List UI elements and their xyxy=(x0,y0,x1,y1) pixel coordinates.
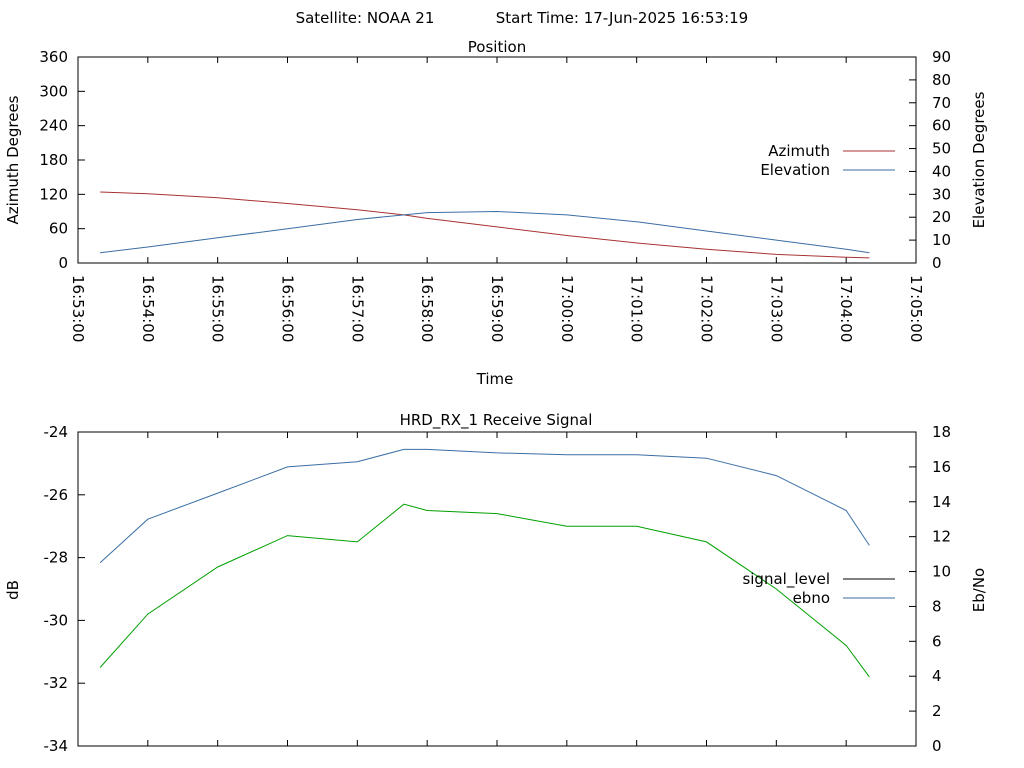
y-tick-label: 360 xyxy=(39,48,68,66)
y2-tick-label: 0 xyxy=(932,254,942,272)
x-tick-label: 17:05:00 xyxy=(907,275,925,342)
y-tick-label: -32 xyxy=(44,674,69,692)
y2-tick-label: 50 xyxy=(932,140,951,158)
y-tick-label: -30 xyxy=(44,611,69,629)
x-tick-label: 16:55:00 xyxy=(209,275,227,342)
legend-label-signal_level: signal_level xyxy=(742,570,830,589)
y-tick-label: -28 xyxy=(44,549,69,567)
y-tick-label: -24 xyxy=(44,423,69,441)
x-tick-label: 17:02:00 xyxy=(698,275,716,342)
series-line-Elevation xyxy=(100,210,870,254)
y2-tick-label: 40 xyxy=(932,162,951,180)
position-y2-axis-label: Elevation Degrees xyxy=(970,91,988,228)
y2-tick-label: 90 xyxy=(932,48,951,66)
y-tick-label: 60 xyxy=(49,220,68,238)
y2-tick-label: 30 xyxy=(932,185,951,203)
x-tick-label: 17:03:00 xyxy=(767,275,785,342)
position-chart: Position Azimuth Degrees Elevation Degre… xyxy=(4,38,988,388)
y-tick-label: -26 xyxy=(44,486,69,504)
x-tick-label: 17:00:00 xyxy=(558,275,576,342)
x-tick-label: 16:57:00 xyxy=(348,275,366,342)
x-tick-label: 16:59:00 xyxy=(488,275,506,342)
y2-tick-label: 16 xyxy=(932,458,951,476)
satellite-label: Satellite: NOAA 21 xyxy=(296,9,435,27)
y2-tick-label: 10 xyxy=(932,231,951,249)
y2-tick-label: 70 xyxy=(932,94,951,112)
x-tick-label: 17:04:00 xyxy=(837,275,855,342)
legend-label-Elevation: Elevation xyxy=(760,161,830,179)
y-tick-label: 0 xyxy=(58,254,68,272)
legend-label-Azimuth: Azimuth xyxy=(768,142,830,160)
y-tick-label: 120 xyxy=(39,185,68,203)
y2-tick-label: 20 xyxy=(932,208,951,226)
y2-tick-label: 4 xyxy=(932,667,942,685)
y-tick-label: -34 xyxy=(44,737,69,755)
y2-tick-label: 10 xyxy=(932,563,951,581)
y2-tick-label: 14 xyxy=(932,493,951,511)
y2-tick-label: 60 xyxy=(932,117,951,135)
receive-signal-y2-axis-label: Eb/No xyxy=(970,568,988,612)
position-chart-title: Position xyxy=(468,38,526,56)
position-x-axis-label: Time xyxy=(476,370,514,388)
series-line-series-2 xyxy=(99,503,870,678)
y-tick-label: 180 xyxy=(39,151,68,169)
receive-signal-plot-frame xyxy=(77,431,917,747)
y-tick-label: 300 xyxy=(39,82,68,100)
x-tick-label: 16:54:00 xyxy=(139,275,157,342)
position-plot-frame xyxy=(77,56,917,264)
y-tick-label: 240 xyxy=(39,117,68,135)
y2-tick-label: 8 xyxy=(932,597,942,615)
y2-tick-label: 18 xyxy=(932,423,951,441)
y2-tick-label: 0 xyxy=(932,737,942,755)
y2-tick-label: 2 xyxy=(932,702,942,720)
y2-tick-label: 12 xyxy=(932,528,951,546)
y2-tick-label: 80 xyxy=(932,71,951,89)
start-time-label: Start Time: 17-Jun-2025 16:53:19 xyxy=(496,9,748,27)
x-tick-label: 16:53:00 xyxy=(69,275,87,342)
legend-label-ebno: ebno xyxy=(793,589,830,607)
receive-signal-chart-title: HRD_RX_1 Receive Signal xyxy=(400,411,593,430)
position-y-axis-label: Azimuth Degrees xyxy=(4,95,22,224)
series-line-Azimuth xyxy=(100,191,870,259)
series-line-ebno xyxy=(99,448,870,564)
x-tick-label: 16:58:00 xyxy=(418,275,436,342)
receive-signal-chart: HRD_RX_1 Receive Signal dB Eb/No -34 -32 -… xyxy=(4,411,988,755)
receive-signal-y-axis-label: dB xyxy=(4,580,22,600)
y2-tick-label: 6 xyxy=(932,632,942,650)
x-tick-label: 16:56:00 xyxy=(279,275,297,342)
x-tick-label: 17:01:00 xyxy=(628,275,646,342)
